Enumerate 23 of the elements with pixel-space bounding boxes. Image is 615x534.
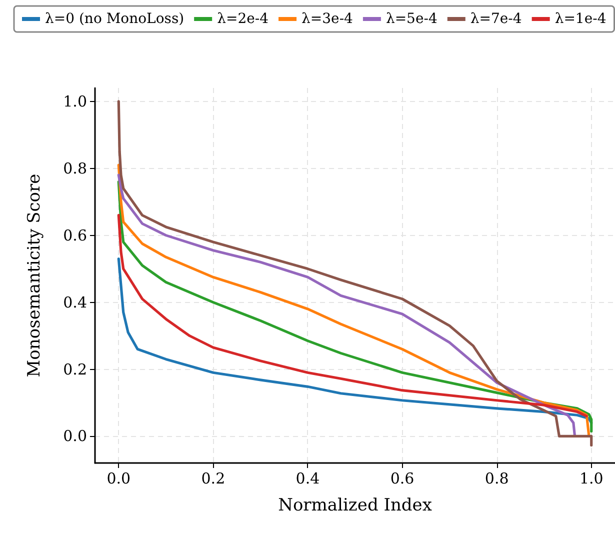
x-axis-title: Normalized Index (278, 496, 432, 516)
x-tick-label: 1.0 (579, 470, 604, 488)
x-tick-label: 0.6 (390, 470, 414, 488)
legend-label: λ=7e-4 (470, 11, 522, 27)
legend-label: λ=0 (no MonoLoss) (45, 11, 184, 27)
x-tick-label: 0.2 (201, 470, 226, 488)
line-series (117, 214, 588, 418)
y-tick-label: 1.0 (63, 92, 87, 110)
line-series (117, 100, 593, 447)
legend-label: λ=1e-4 (554, 11, 606, 27)
y-tick-label: 0.4 (63, 293, 87, 312)
x-tick-label: 0.4 (296, 470, 320, 488)
x-tick-label: 0.8 (484, 470, 509, 488)
y-tick-label: 0.8 (63, 159, 87, 178)
y-tick-label: 0.0 (63, 427, 87, 446)
y-axis-title: Monosemanticity Score (24, 174, 44, 378)
y-tick-label: 0.2 (63, 360, 87, 378)
x-tick-label: 0.0 (106, 470, 131, 488)
legend-label: λ=3e-4 (302, 11, 354, 27)
line-series (117, 257, 593, 424)
legend-label: λ=5e-4 (386, 11, 438, 27)
y-tick-label: 0.6 (63, 226, 87, 244)
legend-label: λ=2e-4 (217, 11, 269, 27)
